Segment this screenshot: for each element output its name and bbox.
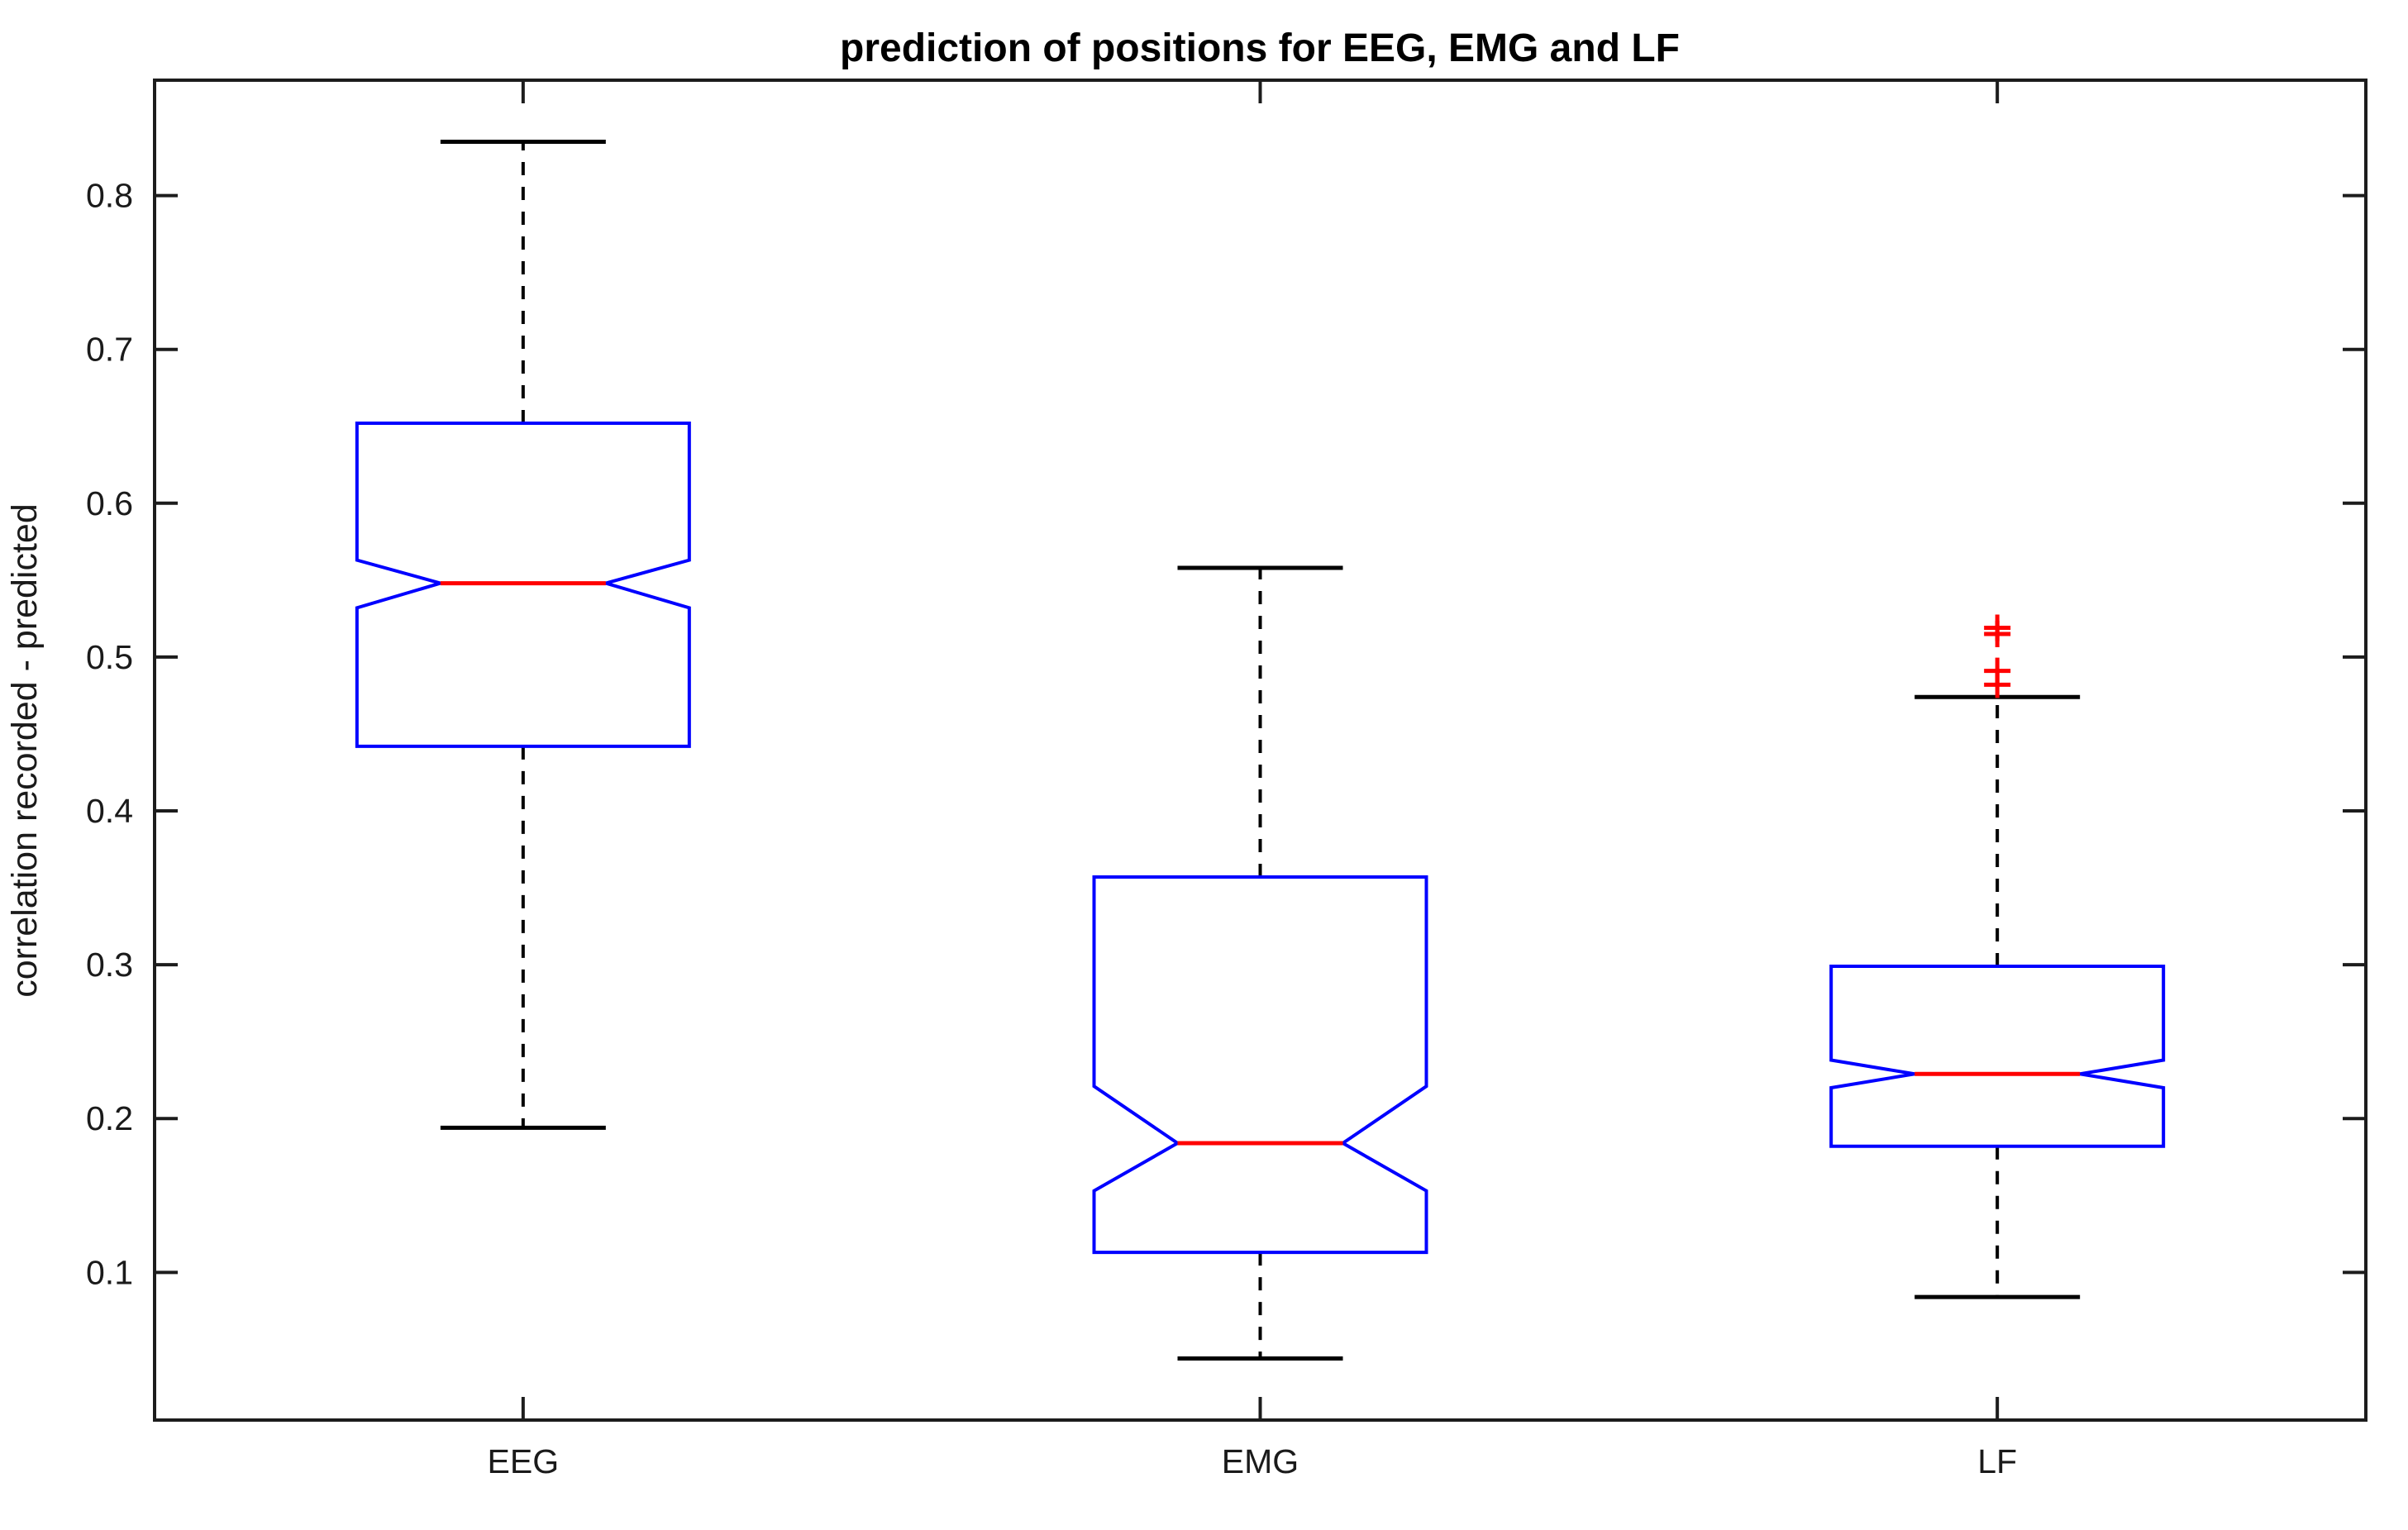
y-tick-label: 0.7 [86, 331, 133, 369]
x-category-label: EMG [1222, 1442, 1299, 1480]
y-tick-label: 0.3 [86, 946, 133, 984]
x-category-label: LF [1977, 1442, 2017, 1480]
outlier-marker-LF-1 [1984, 620, 2011, 647]
y-tick-label: 0.6 [86, 484, 133, 522]
box-EEG [355, 422, 691, 748]
chart-title: prediction of positions for EEG, EMG and… [840, 26, 1680, 70]
y-axis-label: correlation recorded - predicted [5, 503, 45, 998]
x-category-label: EEG [488, 1442, 560, 1480]
y-tick-label: 0.2 [86, 1099, 133, 1137]
y-tick-label: 0.5 [86, 638, 133, 676]
box-EMG [1092, 875, 1428, 1255]
box-LF [1829, 964, 2166, 1148]
y-tick-label: 0.1 [86, 1253, 133, 1291]
y-tick-label: 0.8 [86, 177, 133, 215]
y-tick-label: 0.4 [86, 792, 133, 830]
outlier-marker-LF-3 [1984, 671, 2011, 698]
